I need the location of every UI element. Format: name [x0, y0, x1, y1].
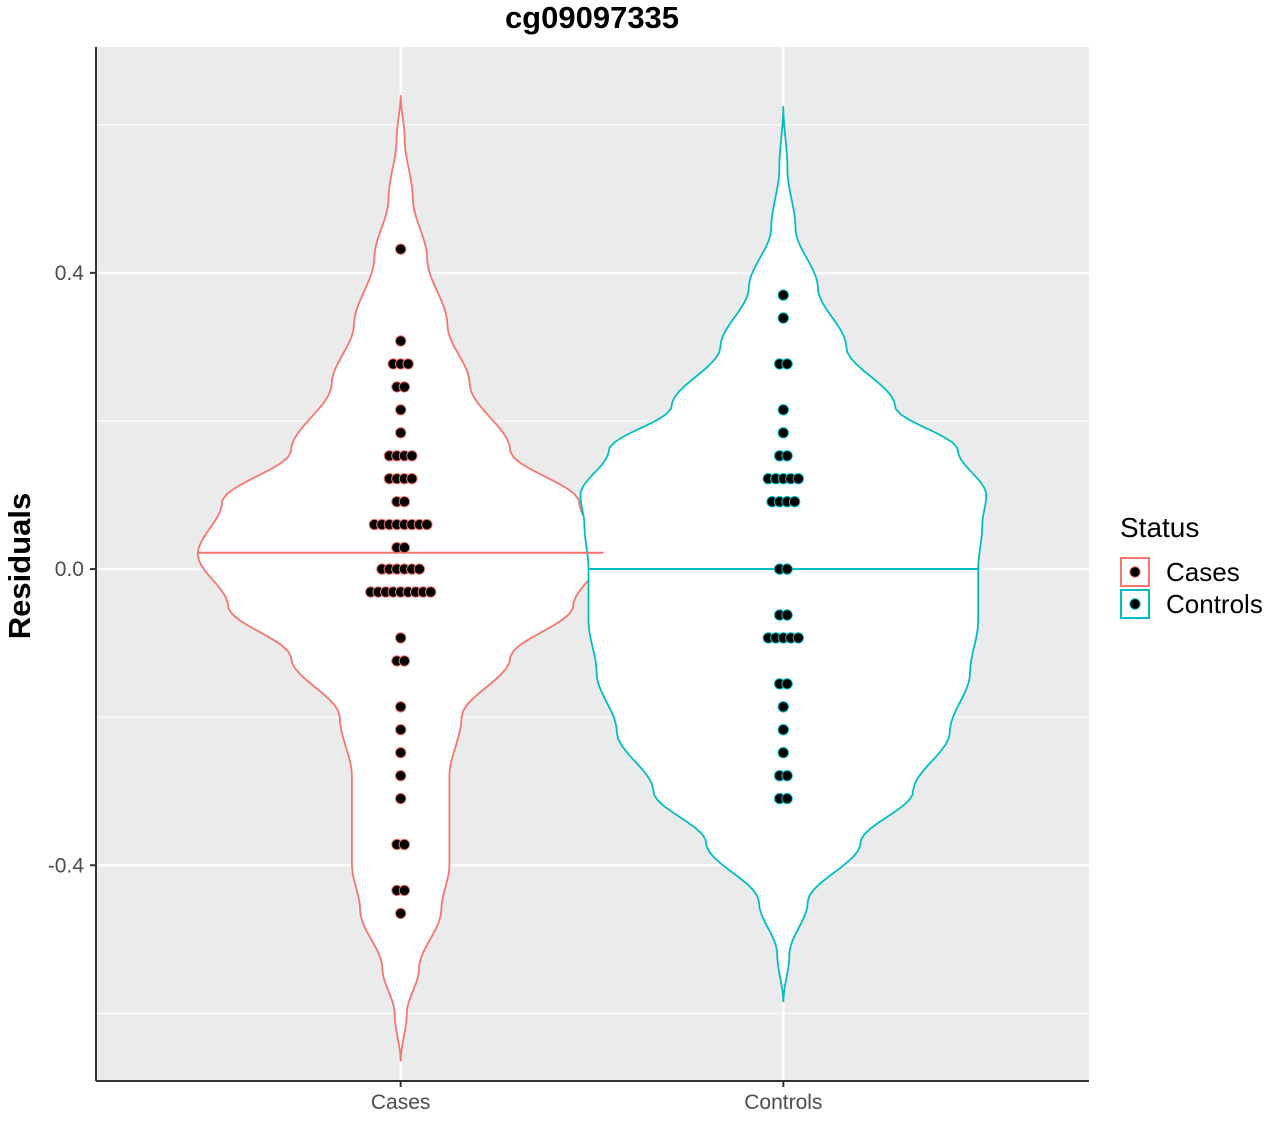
dot-point: [395, 907, 407, 920]
dot-point: [395, 724, 407, 736]
dot-point: [425, 586, 437, 598]
dot-point: [395, 427, 407, 439]
dot-point: [777, 427, 789, 439]
violin-controls: [579, 106, 988, 1003]
dot-point: [777, 724, 789, 736]
legend-dot: [1129, 598, 1141, 610]
dot-point: [398, 496, 411, 508]
dot-point: [406, 473, 418, 485]
legend-entry-cases: Cases: [1120, 557, 1240, 587]
x-tick-label: Cases: [371, 1091, 431, 1114]
dot-point: [398, 884, 411, 897]
dot-point: [398, 541, 411, 554]
dot-point: [398, 381, 411, 393]
dot-point: [777, 701, 789, 713]
dot-point: [395, 792, 407, 805]
x-tick-label: Controls: [744, 1091, 822, 1114]
dot-point: [395, 404, 407, 416]
dot-point: [395, 747, 407, 759]
dot-point: [395, 243, 407, 255]
chart-title: cg09097335: [505, 0, 679, 35]
legend-entry-controls: Controls: [1120, 589, 1263, 619]
x-ticks: Cases Controls: [371, 1081, 822, 1114]
dot-point: [781, 609, 793, 621]
dot-point: [781, 792, 793, 805]
dot-point: [777, 747, 789, 759]
dot-point: [395, 770, 407, 782]
dot-point: [395, 632, 407, 644]
legend-label: Controls: [1166, 589, 1263, 619]
y-tick-label: 0.4: [55, 262, 85, 285]
y-axis-label: Residuals: [2, 493, 37, 639]
dot-point: [395, 335, 407, 347]
dot-point: [781, 563, 793, 575]
dot-point: [792, 632, 804, 644]
dot-point: [413, 563, 426, 575]
dot-point: [406, 450, 418, 462]
violins: [196, 95, 988, 1062]
y-tick-label: 0.0: [55, 558, 84, 581]
y-tick-label: -0.4: [48, 854, 85, 877]
dot-point: [788, 496, 801, 508]
dot-point: [777, 404, 789, 416]
dot-point: [398, 655, 411, 667]
dot-point: [402, 358, 414, 370]
dot-point: [398, 838, 411, 851]
dot-point: [777, 312, 789, 324]
legend-label: Cases: [1166, 557, 1240, 587]
dot-points: [365, 243, 804, 920]
dot-point: [777, 289, 789, 301]
dot-point: [421, 518, 433, 531]
violin-cases: [196, 95, 605, 1062]
dot-point: [395, 701, 407, 713]
dot-point: [781, 358, 793, 370]
dot-point: [781, 678, 793, 690]
legend-title: Status: [1120, 512, 1199, 543]
y-ticks: 0.4 0.0 -0.4: [48, 262, 96, 877]
dot-point: [781, 450, 793, 462]
legend-dot: [1129, 566, 1141, 578]
dot-point: [781, 770, 793, 782]
dot-point: [792, 473, 804, 485]
